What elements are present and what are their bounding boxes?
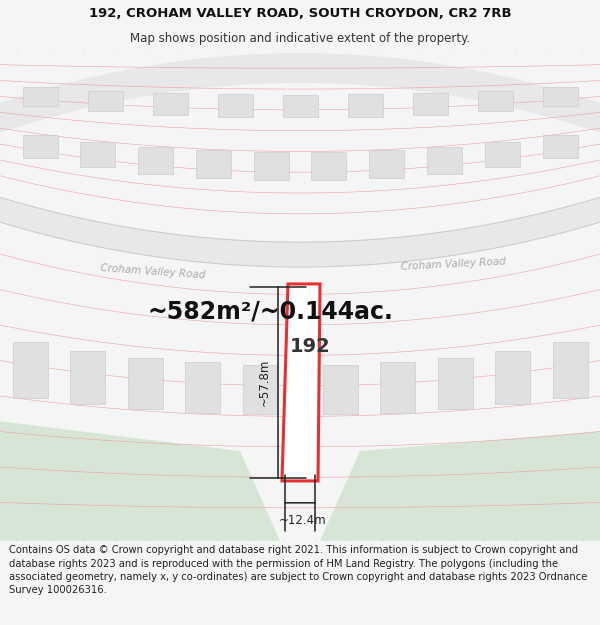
Bar (369, 151, 404, 178)
Bar (311, 152, 346, 181)
Polygon shape (0, 421, 280, 541)
Bar (347, 94, 383, 117)
Bar (185, 362, 220, 413)
Text: Contains OS data © Crown copyright and database right 2021. This information is : Contains OS data © Crown copyright and d… (9, 545, 587, 595)
Polygon shape (0, 53, 600, 132)
Bar (70, 351, 105, 404)
Bar (13, 342, 47, 398)
Polygon shape (320, 431, 600, 541)
Bar (283, 95, 317, 118)
Text: ~57.8m: ~57.8m (257, 359, 271, 406)
Text: 192, CROHAM VALLEY ROAD, SOUTH CROYDON, CR2 7RB: 192, CROHAM VALLEY ROAD, SOUTH CROYDON, … (89, 7, 511, 20)
Bar (413, 93, 448, 114)
Text: Map shows position and indicative extent of the property.: Map shows position and indicative extent… (130, 32, 470, 45)
Bar (152, 93, 187, 114)
Bar (23, 88, 58, 106)
Text: 192: 192 (290, 337, 331, 356)
Text: Croham Valley Road: Croham Valley Road (400, 256, 506, 272)
Bar (80, 142, 115, 167)
Bar (542, 88, 577, 106)
Bar (138, 147, 173, 174)
Bar (242, 365, 277, 414)
Bar (542, 135, 577, 158)
Bar (254, 152, 289, 181)
Polygon shape (0, 198, 600, 267)
Bar (495, 351, 530, 404)
Bar (553, 342, 587, 398)
Bar (485, 142, 520, 167)
Bar (196, 151, 231, 178)
Bar (128, 358, 163, 409)
Bar (23, 135, 58, 158)
Bar (323, 365, 358, 414)
Bar (427, 147, 462, 174)
Bar (380, 362, 415, 413)
Text: ~12.4m: ~12.4m (278, 514, 326, 528)
Text: Croham Valley Road: Croham Valley Road (100, 263, 206, 281)
Bar (218, 94, 253, 117)
Bar (88, 91, 122, 111)
Bar (437, 358, 473, 409)
Polygon shape (282, 284, 320, 481)
Bar (478, 91, 512, 111)
Text: ~582m²/~0.144ac.: ~582m²/~0.144ac. (147, 300, 393, 324)
